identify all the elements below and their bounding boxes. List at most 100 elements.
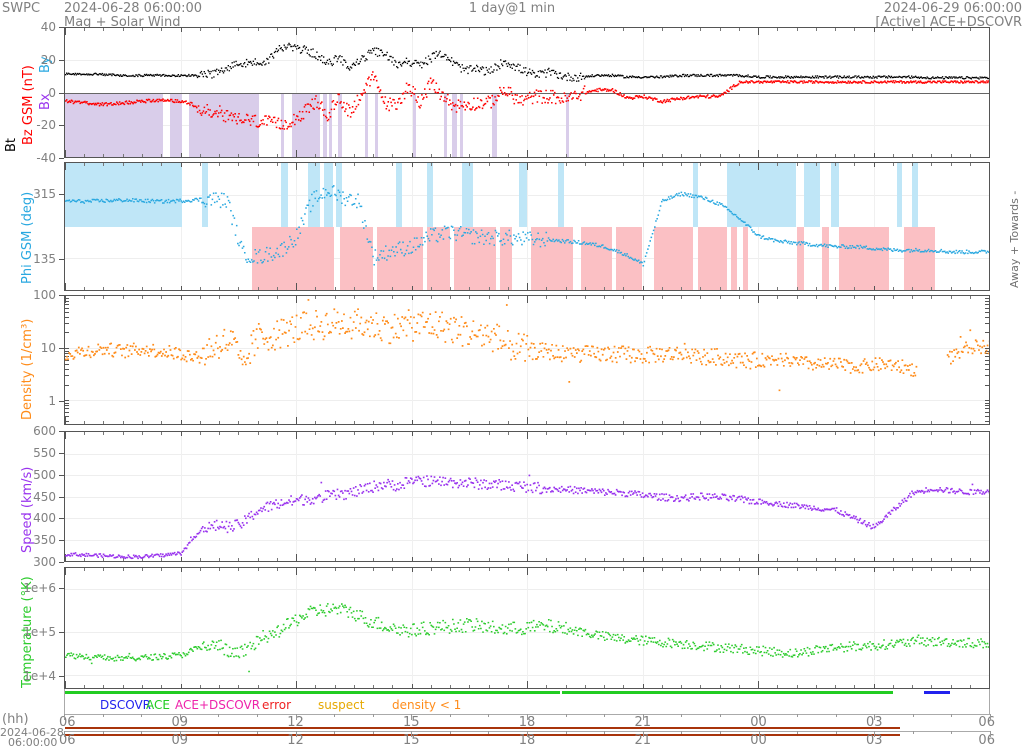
- x-tick-minor: [141, 685, 143, 688]
- x-tick: [989, 296, 990, 303]
- y-tick-mark: [59, 518, 64, 520]
- x-tick-minor: [469, 568, 471, 571]
- gridline-vertical: [180, 568, 182, 688]
- x-tick-minor: [623, 432, 625, 435]
- bz-negative-band: [451, 92, 457, 157]
- x-tick-minor: [565, 296, 567, 299]
- x-tick-minor: [488, 287, 490, 290]
- towards-sector-band: [904, 226, 936, 290]
- bz-negative-band: [329, 92, 332, 157]
- x-tick-minor: [507, 421, 509, 424]
- x-tick: [180, 432, 182, 436]
- gridline-vertical: [296, 568, 297, 688]
- time-axis-tick: [449, 731, 451, 734]
- panel-temperature[interactable]: [64, 567, 990, 689]
- x-tick-minor: [430, 154, 432, 157]
- x-tick-minor: [353, 296, 355, 299]
- x-tick-minor: [623, 421, 625, 424]
- x-tick-minor: [950, 287, 952, 290]
- time-axis-tick: [141, 731, 143, 734]
- x-tick-minor: [854, 421, 856, 424]
- gridline-vertical: [758, 296, 759, 424]
- x-tick-minor: [546, 154, 548, 157]
- x-tick-minor: [507, 296, 509, 299]
- x-tick-minor: [854, 685, 856, 688]
- x-tick-minor: [392, 421, 394, 424]
- legend-item-density-1: density < 1: [392, 698, 462, 712]
- x-tick-minor: [931, 296, 933, 299]
- x-tick-minor: [950, 685, 952, 688]
- y-tick-mark: [59, 347, 64, 349]
- x-tick-minor: [719, 558, 721, 561]
- data-source-label: [Active] ACE+DSCOVR: [875, 15, 1022, 30]
- data-trace: [65, 299, 989, 392]
- panel-density[interactable]: [64, 295, 990, 425]
- x-tick-minor: [835, 287, 836, 290]
- x-tick-minor: [334, 568, 336, 571]
- x-tick-minor: [969, 28, 971, 31]
- panel-magnetic-field[interactable]: [64, 27, 990, 158]
- x-tick-minor: [392, 432, 394, 435]
- y-minor-tick: [65, 348, 69, 350]
- x-tick-minor: [719, 421, 721, 424]
- x-tick-minor: [103, 296, 105, 299]
- x-tick-minor: [257, 568, 259, 571]
- x-tick-minor: [199, 421, 201, 424]
- y-minor-tick: [65, 301, 69, 303]
- y-minor-tick: [65, 298, 69, 300]
- time-axis-tick: [179, 731, 181, 737]
- x-tick-minor: [488, 154, 490, 157]
- x-tick-minor: [912, 28, 913, 31]
- x-tick: [642, 684, 644, 688]
- x-tick-minor: [334, 421, 336, 424]
- x-tick-minor: [507, 287, 509, 290]
- y-minor-tick: [65, 411, 69, 413]
- x-tick-minor: [430, 432, 432, 435]
- x-tick-minor: [372, 432, 374, 435]
- x-tick-minor: [892, 28, 894, 31]
- x-tick: [758, 296, 759, 303]
- x-tick-minor: [315, 154, 317, 157]
- x-tick-minor: [931, 558, 933, 561]
- time-axis-tick: [334, 714, 336, 717]
- x-tick-minor: [719, 296, 721, 299]
- time-axis-tick: [681, 714, 683, 717]
- x-tick-minor: [912, 558, 913, 561]
- towards-sector-band: [796, 226, 805, 290]
- x-tick-minor: [141, 421, 143, 424]
- x-tick-minor: [854, 287, 856, 290]
- x-tick-minor: [854, 163, 856, 166]
- time-axis-tick: [912, 714, 914, 717]
- x-tick-minor: [777, 432, 779, 435]
- x-tick: [180, 28, 182, 32]
- x-tick-minor: [950, 28, 952, 31]
- time-axis-tick: [835, 731, 837, 734]
- x-tick-minor: [738, 421, 740, 424]
- bz-negative-band: [364, 92, 368, 157]
- panel-speed[interactable]: [64, 431, 990, 562]
- x-tick-minor: [141, 432, 143, 435]
- x-tick-minor: [392, 568, 394, 571]
- end-datetime-label: 2024-06-29 06:00:00: [883, 1, 1022, 16]
- x-tick-minor: [738, 154, 740, 157]
- y-minor-tick: [65, 316, 69, 318]
- x-tick: [873, 432, 875, 436]
- x-tick-minor: [584, 163, 586, 166]
- x-tick-minor: [488, 163, 490, 166]
- time-tick-label-top: 21: [634, 715, 652, 730]
- y-minor-tick: [985, 359, 989, 361]
- x-tick-minor: [680, 432, 682, 435]
- x-tick-minor: [199, 568, 201, 571]
- x-tick-minor: [931, 685, 933, 688]
- x-tick-minor: [450, 287, 451, 290]
- x-tick: [989, 568, 990, 575]
- x-tick-minor: [623, 163, 625, 166]
- panel-phi-gsm[interactable]: [64, 162, 990, 291]
- x-tick: [642, 432, 644, 436]
- start-datetime-label: 2024-06-28 06:00:00: [64, 1, 203, 16]
- x-tick: [296, 681, 297, 688]
- x-tick-minor: [238, 432, 240, 435]
- time-axis-tick: [565, 731, 567, 734]
- x-tick-minor: [161, 558, 163, 561]
- x-tick-minor: [450, 28, 451, 31]
